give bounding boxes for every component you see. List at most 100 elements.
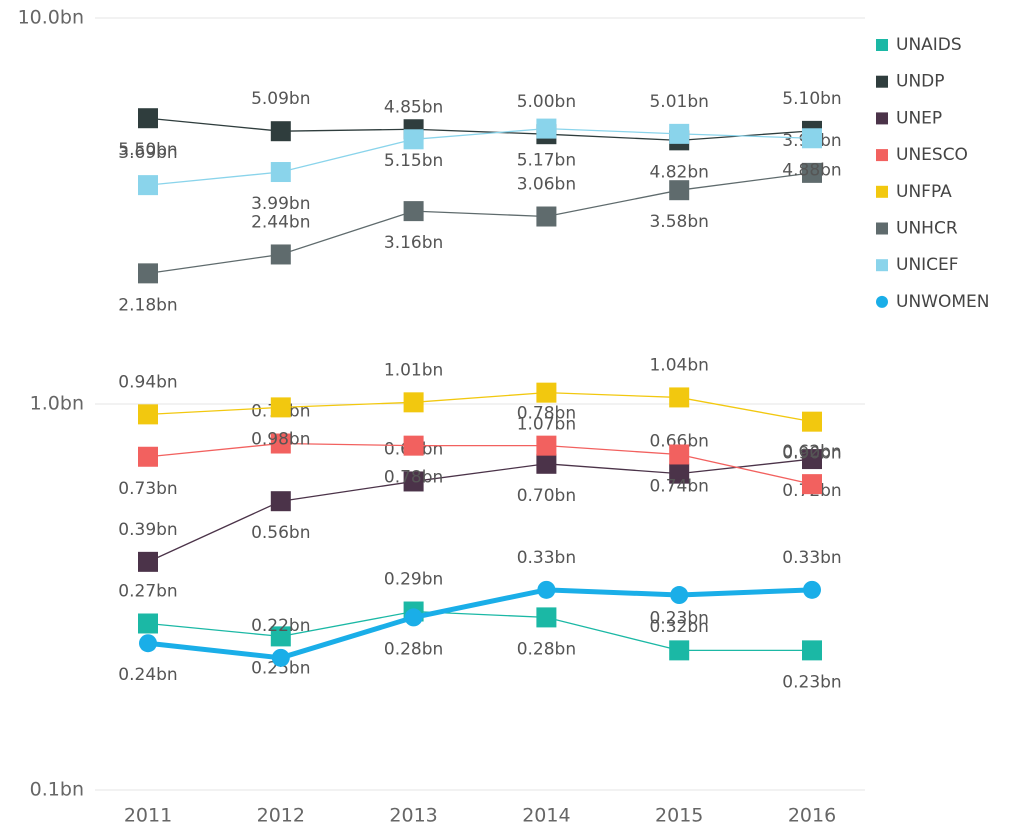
x-tick-label: 2015: [655, 805, 703, 827]
data-label: 3.99bn: [251, 194, 310, 214]
data-label: 0.33bn: [782, 548, 841, 568]
marker: [669, 123, 690, 144]
x-tick-label: 2016: [788, 805, 836, 827]
legend-marker: [876, 75, 888, 88]
data-label: 0.24bn: [118, 665, 177, 685]
marker: [138, 551, 158, 572]
series-line: [147, 458, 813, 563]
data-label: 2.18bn: [118, 295, 177, 315]
data-label: 5.01bn: [649, 92, 708, 112]
marker: [270, 244, 291, 265]
marker: [802, 474, 822, 495]
marker: [670, 586, 689, 605]
data-label: 0.32bn: [649, 617, 708, 637]
x-tick-label: 2011: [124, 805, 172, 827]
data-label: 5.17bn: [517, 151, 576, 171]
marker: [669, 180, 690, 201]
data-label: 0.94bn: [118, 372, 177, 392]
legend-label: UNICEF: [896, 255, 959, 275]
data-label: 5.09bn: [251, 89, 310, 109]
data-label: 0.98bn: [251, 429, 310, 449]
data-label: 4.85bn: [384, 97, 443, 117]
data-label: 0.73bn: [118, 479, 177, 499]
data-label: 1.01bn: [384, 360, 443, 380]
series-line: [147, 610, 812, 652]
data-label: 1.04bn: [649, 355, 708, 375]
marker: [138, 613, 158, 634]
marker: [669, 444, 690, 465]
legend-label: UNWOMEN: [896, 292, 989, 312]
legend-label: UNDP: [896, 72, 945, 92]
legend-marker: [876, 149, 888, 162]
marker: [270, 162, 291, 183]
legend-label: UNAIDS: [896, 35, 962, 55]
data-label: 0.39bn: [118, 520, 177, 540]
marker: [536, 206, 557, 227]
data-label: 0.25bn: [251, 658, 310, 678]
legend-marker: [876, 259, 888, 272]
marker: [270, 433, 291, 454]
marker: [536, 435, 557, 456]
legend-marker: [876, 39, 888, 51]
data-label: 5.15bn: [384, 151, 443, 171]
marker: [803, 580, 821, 599]
marker: [138, 175, 158, 196]
legend-label: UNFPA: [896, 182, 952, 202]
legend-label: UNEP: [896, 108, 942, 128]
data-label: 5.50bn: [118, 140, 177, 160]
data-label: 0.78bn: [517, 404, 576, 424]
marker: [403, 471, 424, 492]
data-label: 0.29bn: [384, 570, 443, 590]
marker: [138, 108, 158, 129]
marker: [802, 640, 822, 661]
marker: [802, 162, 822, 183]
data-label: 0.62bn: [782, 442, 841, 462]
marker: [536, 118, 557, 139]
marker: [139, 634, 157, 653]
data-label: 0.28bn: [517, 639, 576, 659]
series-line: [147, 117, 813, 141]
marker: [404, 608, 423, 627]
data-label: 0.23bn: [782, 672, 841, 692]
marker: [270, 491, 291, 512]
series-line: [147, 587, 813, 661]
data-label: 0.90bn: [782, 444, 841, 464]
data-label: 0.66bn: [649, 432, 708, 452]
data-label: 0.23bn: [649, 608, 708, 628]
legend-marker: [876, 295, 888, 308]
data-label: 3.06bn: [517, 175, 576, 195]
marker: [138, 446, 158, 467]
data-label: 0.56bn: [251, 523, 310, 543]
marker: [536, 453, 557, 474]
data-label: 3.16bn: [384, 233, 443, 253]
marker: [802, 411, 822, 432]
data-label: 1.07bn: [517, 415, 576, 435]
data-label: 5.10bn: [782, 89, 841, 109]
marker: [403, 129, 424, 150]
data-label: 4.88bn: [782, 160, 841, 180]
legend-marker: [876, 185, 888, 198]
series-line: [147, 127, 813, 186]
data-label: 3.69bn: [118, 143, 177, 163]
x-tick-label: 2012: [257, 805, 305, 827]
marker: [536, 382, 557, 403]
data-label: 0.74bn: [649, 476, 708, 496]
marker: [138, 263, 158, 284]
marker: [270, 397, 291, 418]
marker: [270, 121, 291, 142]
marker: [403, 201, 424, 222]
marker: [802, 449, 822, 470]
data-label: 0.33bn: [517, 548, 576, 568]
marker: [669, 640, 690, 661]
series-line: [147, 172, 813, 274]
data-label: 0.22bn: [251, 616, 310, 636]
legend-label: UNHCR: [896, 219, 958, 239]
data-label: 4.82bn: [649, 162, 708, 182]
x-tick-label: 2014: [522, 805, 570, 827]
data-label: 0.70bn: [517, 486, 576, 506]
y-tick-label: 1.0bn: [30, 393, 84, 415]
legend-marker: [876, 222, 888, 235]
marker: [271, 648, 290, 667]
data-label: 0.28bn: [384, 639, 443, 659]
y-tick-label: 0.1bn: [30, 779, 84, 801]
